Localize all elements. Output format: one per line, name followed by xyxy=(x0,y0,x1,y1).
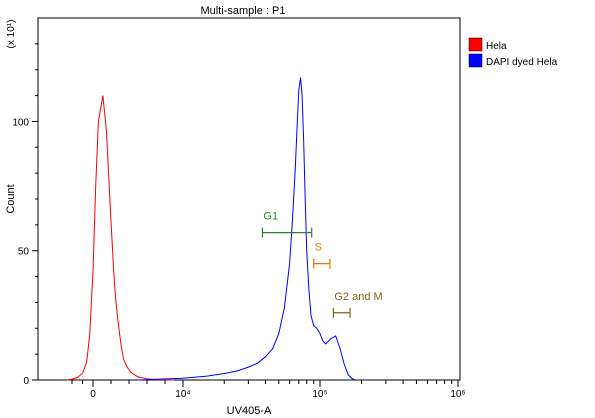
gate-s: S xyxy=(313,242,331,269)
legend-label: Hela xyxy=(486,41,507,52)
series-line-dapi-dyed-hela xyxy=(137,77,356,381)
axis-ticks: 0 10⁴ 10⁵ 10⁶ 0 50 100 xyxy=(12,43,466,400)
y-axis-multiplier: (x 10¹) xyxy=(6,20,17,49)
legend: Hela DAPI dyed Hela xyxy=(468,37,558,68)
gate-label: S xyxy=(315,242,322,254)
legend-item: Hela xyxy=(468,37,507,52)
chart-title: Multi-sample : P1 xyxy=(201,5,286,17)
gate-label: G1 xyxy=(263,211,278,223)
x-axis-label: UV405-A xyxy=(227,405,272,417)
x-tick-label: 0 xyxy=(90,389,96,400)
y-tick-label: 100 xyxy=(12,117,29,128)
x-tick-label: 10⁵ xyxy=(312,389,327,400)
gate-g2-and-m: G2 and M xyxy=(332,291,383,318)
x-tick-label: 10⁶ xyxy=(450,389,465,400)
series-line-hela xyxy=(66,95,175,381)
legend-item: DAPI dyed Hela xyxy=(468,53,558,68)
histogram-series xyxy=(66,77,356,381)
gate-g1: G1 xyxy=(261,211,313,238)
legend-label: DAPI dyed Hela xyxy=(486,57,558,68)
gates: G1 S G2 and M xyxy=(261,211,383,318)
y-axis-label: Count xyxy=(5,184,17,213)
legend-swatch xyxy=(468,53,483,68)
gate-label: G2 and M xyxy=(334,291,382,303)
x-tick-label: 10⁴ xyxy=(175,389,190,400)
y-tick-label: 50 xyxy=(18,247,30,258)
y-tick-label: 0 xyxy=(23,376,29,387)
legend-swatch xyxy=(468,37,483,52)
